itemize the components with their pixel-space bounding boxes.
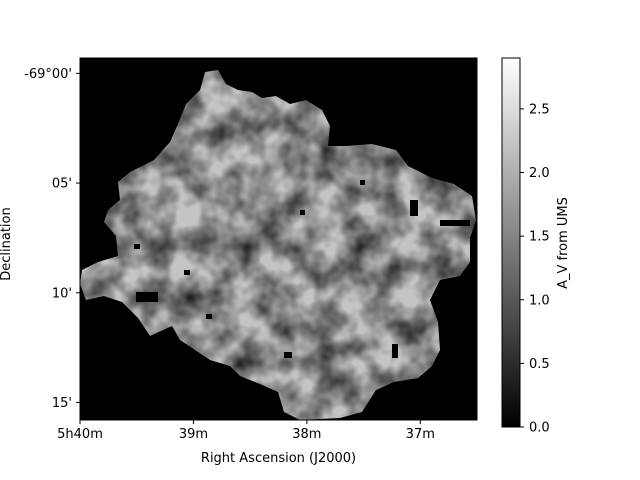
- x-tick-label: 37m: [406, 427, 435, 442]
- y-tick-label: 15': [52, 396, 72, 411]
- y-axis-label: Declination: [0, 207, 14, 281]
- extinction-map: [79, 57, 478, 421]
- masked-pixels: [134, 180, 470, 358]
- colorbar-tick-label: 0.5: [529, 357, 550, 372]
- y-tick-label: 10': [52, 286, 72, 301]
- y-tick-label: -69°00': [24, 67, 72, 82]
- colorbar-label: A_V from UMS: [556, 197, 571, 289]
- colorbar-tick-label: 1.0: [529, 293, 550, 308]
- colorbar-tick-label: 2.0: [529, 166, 550, 181]
- y-axis: -69°00' 05' 10' 15': [24, 67, 477, 411]
- x-axis-label: Right Ascension (J2000): [201, 451, 356, 466]
- cloud-shading: [80, 58, 477, 420]
- colorbar-ticks: 0.0 0.5 1.0 1.5 2.0 2.5: [520, 102, 550, 436]
- colorbar-tick-label: 1.5: [529, 230, 550, 245]
- colorbar: 0.0 0.5 1.0 1.5 2.0 2.5 A_V from UMS: [501, 57, 571, 436]
- colorbar-tick-label: 2.5: [529, 102, 550, 117]
- plot-frame: [79, 57, 478, 421]
- colorbar-tick-label: 0.0: [529, 421, 550, 436]
- x-tick-label: 5h40m: [57, 427, 103, 442]
- y-tick-label: 05': [52, 177, 72, 192]
- colorbar-gradient: [501, 57, 521, 428]
- x-tick-label: 39m: [179, 427, 208, 442]
- x-axis: 5h40m 39m 38m 37m: [57, 58, 435, 442]
- x-tick-label: 38m: [292, 427, 321, 442]
